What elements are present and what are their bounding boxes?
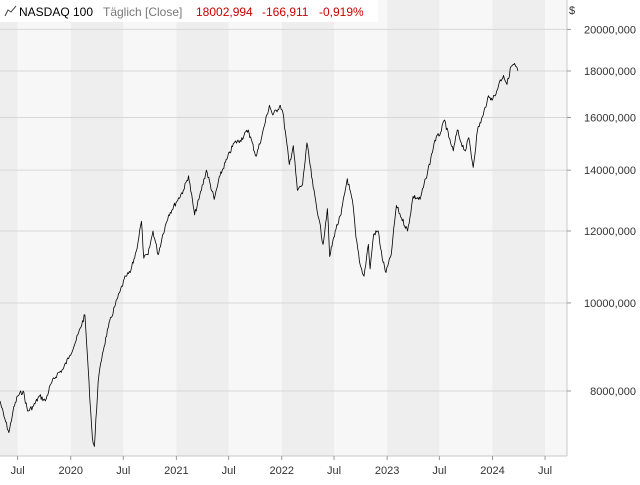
background-band: [176, 0, 229, 456]
x-tick-label: 2024: [480, 465, 504, 477]
x-tick-label: 2022: [270, 465, 294, 477]
background-band: [439, 0, 493, 456]
background-bands: [0, 0, 567, 456]
background-band: [334, 0, 388, 456]
background-band: [387, 0, 440, 456]
y-tick-label: 18000,000: [584, 66, 636, 78]
y-tick-label: 20000,000: [584, 24, 636, 36]
x-tick-label: Jul: [116, 465, 130, 477]
header-last-value: 18002,994: [196, 5, 253, 19]
line-chart-icon: [4, 5, 17, 17]
header-change: -166,911: [262, 5, 309, 19]
y-tick-label: 12000,000: [584, 226, 636, 238]
y-tick-label: 14000,000: [584, 165, 636, 177]
series-line-nasdaq-100: [0, 63, 519, 447]
header-mode: Täglich [Close]: [103, 5, 182, 19]
background-band: [17, 0, 71, 456]
background-band: [281, 0, 335, 456]
background-band: [123, 0, 177, 456]
y-tick-label: 8000,000: [590, 386, 636, 398]
x-tick-label: 2021: [164, 465, 188, 477]
x-axis-ticks: Jul 2020 Jul 2021 Jul 2022 Jul 2023 Jul 2024 Jul: [11, 456, 552, 477]
x-tick-label: Jul: [327, 465, 341, 477]
x-tick-label: 2023: [375, 465, 399, 477]
header-instrument: NASDAQ 100: [19, 5, 93, 19]
y-tick-label: 16000,000: [584, 112, 636, 124]
background-band: [492, 0, 546, 456]
background-band: [0, 0, 18, 456]
y-tick-label: 10000,000: [584, 298, 636, 310]
x-tick-label: Jul: [222, 465, 236, 477]
x-tick-label: 2020: [58, 465, 82, 477]
x-tick-label: Jul: [538, 465, 552, 477]
header-change-percent: -0,919%: [319, 5, 364, 19]
background-band: [70, 0, 124, 456]
background-band: [228, 0, 282, 456]
background-band: [545, 0, 567, 456]
y-axis-ticks: 8000,000 10000,000 12000,000 14000,000 16000…: [567, 24, 636, 398]
x-tick-label: Jul: [432, 465, 446, 477]
currency-label: $: [569, 5, 575, 17]
x-tick-label: Jul: [11, 465, 25, 477]
header-background: [0, 0, 378, 22]
